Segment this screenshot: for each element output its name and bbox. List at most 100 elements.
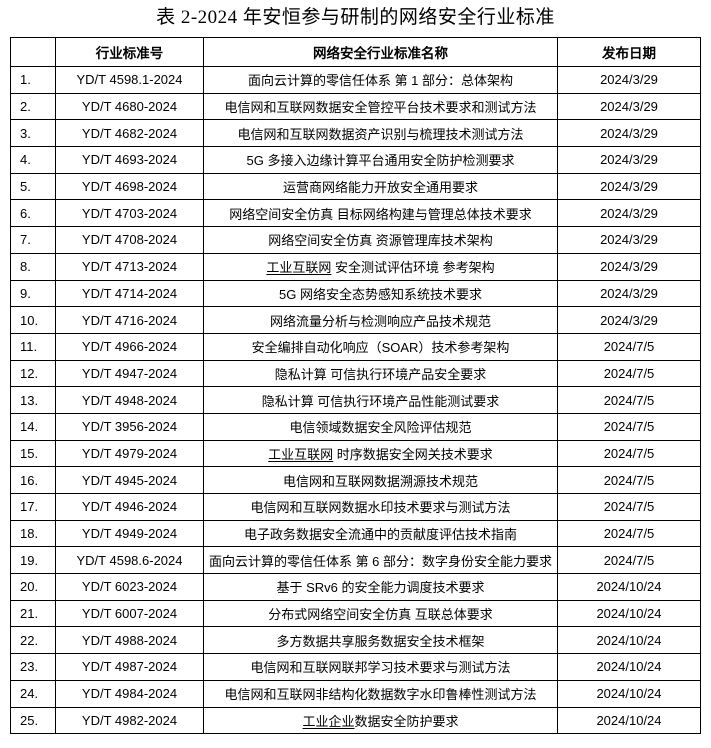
underlined-name-prefix: 工业企业 bbox=[302, 713, 355, 729]
standard-name-cell: 电信网和互联网数据资产识别与梳理技术测试方法 bbox=[203, 119, 558, 148]
table-row: 2. YD/T 4680-2024 电信网和互联网数据安全管控平台技术要求和测试方法… bbox=[10, 92, 701, 121]
standard-name-cell: 基于 SRv6 的安全能力调度技术要求 bbox=[203, 573, 558, 601]
standard-name-cell: 工业企业数据安全防护要求 bbox=[203, 706, 558, 735]
standard-no-cell: YD/T 6023-2024 bbox=[55, 573, 204, 601]
row-index-cell: 24. bbox=[10, 679, 56, 708]
row-index-cell: 15. bbox=[10, 439, 56, 468]
publish-date-cell: 2024/10/24 bbox=[557, 573, 701, 601]
table-row: 4. YD/T 4693-2024 5G 多接入边缘计算平台通用安全防护检测要求 20… bbox=[10, 146, 701, 174]
publish-date-cell: 2024/7/5 bbox=[557, 332, 701, 361]
standard-name-cell: 网络空间安全仿真 目标网络构建与管理总体技术要求 bbox=[203, 199, 558, 228]
standard-no-cell: YD/T 4982-2024 bbox=[55, 706, 204, 735]
publish-date-cell: 2024/3/29 bbox=[557, 279, 701, 308]
table-row: 24. YD/T 4984-2024 电信网和互联网非结构化数据数字水印鲁棒性测试方… bbox=[10, 679, 701, 708]
standard-name-cell: 面向云计算的零信任体系 第 1 部分：总体架构 bbox=[203, 66, 558, 94]
row-index-cell: 4. bbox=[10, 146, 56, 174]
table-row: 20. YD/T 6023-2024 基于 SRv6 的安全能力调度技术要求 2024… bbox=[10, 573, 701, 601]
table-row: 22. YD/T 4988-2024 多方数据共享服务数据安全技术框架 2024/10… bbox=[10, 626, 701, 655]
standard-no-cell: YD/T 4693-2024 bbox=[55, 146, 204, 174]
table-row: 15. YD/T 4979-2024 工业互联网 时序数据安全网关技术要求 2024/… bbox=[10, 439, 701, 468]
col-header-index bbox=[10, 37, 56, 67]
publish-date-cell: 2024/3/29 bbox=[557, 226, 701, 254]
row-index-cell: 5. bbox=[10, 172, 56, 201]
standard-name-cell: 电子政务数据安全流通中的贡献度评估技术指南 bbox=[203, 519, 558, 548]
publish-date-cell: 2024/7/5 bbox=[557, 493, 701, 521]
table-row: 23. YD/T 4987-2024 电信网和互联网联邦学习技术要求与测试方法 202… bbox=[10, 653, 701, 681]
row-index-cell: 18. bbox=[10, 519, 56, 548]
publish-date-cell: 2024/3/29 bbox=[557, 146, 701, 174]
publish-date-cell: 2024/10/24 bbox=[557, 679, 701, 708]
row-index-cell: 20. bbox=[10, 573, 56, 601]
table-row: 5. YD/T 4698-2024 运营商网络能力开放安全通用要求 2024/3/29 bbox=[10, 172, 701, 201]
table-row: 12. YD/T 4947-2024 隐私计算 可信执行环境产品安全要求 2024/7… bbox=[10, 359, 701, 388]
standard-no-cell: YD/T 4984-2024 bbox=[55, 679, 204, 708]
table-row: 18. YD/T 4949-2024 电子政务数据安全流通中的贡献度评估技术指南 20… bbox=[10, 519, 701, 548]
table-row: 3. YD/T 4682-2024 电信网和互联网数据资产识别与梳理技术测试方法 20… bbox=[10, 119, 701, 148]
standard-name-cell: 工业互联网 时序数据安全网关技术要求 bbox=[203, 439, 558, 468]
standard-name-cell: 电信领域数据安全风险评估规范 bbox=[203, 412, 558, 441]
col-header-publish-date: 发布日期 bbox=[557, 37, 701, 67]
standard-no-cell: YD/T 4949-2024 bbox=[55, 519, 204, 548]
standard-name-cell: 面向云计算的零信任体系 第 6 部分：数字身份安全能力要求 bbox=[203, 546, 558, 575]
standard-no-cell: YD/T 4713-2024 bbox=[55, 252, 204, 281]
row-index-cell: 7. bbox=[10, 226, 56, 254]
row-index-cell: 6. bbox=[10, 199, 56, 228]
table-row: 16. YD/T 4945-2024 电信网和互联网数据溯源技术规范 2024/7/5 bbox=[10, 466, 701, 494]
table-row: 7. YD/T 4708-2024 网络空间安全仿真 资源管理库技术架构 2024/3… bbox=[10, 226, 701, 254]
row-index-cell: 22. bbox=[10, 626, 56, 655]
table-row: 14. YD/T 3956-2024 电信领域数据安全风险评估规范 2024/7/5 bbox=[10, 412, 701, 441]
publish-date-cell: 2024/7/5 bbox=[557, 439, 701, 468]
publish-date-cell: 2024/3/29 bbox=[557, 199, 701, 228]
standard-no-cell: YD/T 4708-2024 bbox=[55, 226, 204, 254]
publish-date-cell: 2024/10/24 bbox=[557, 653, 701, 681]
publish-date-cell: 2024/7/5 bbox=[557, 546, 701, 575]
row-index-cell: 11. bbox=[10, 332, 56, 361]
standard-no-cell: YD/T 4598.1-2024 bbox=[55, 66, 204, 94]
table-row: 8. YD/T 4713-2024 工业互联网 安全测试评估环境 参考架构 2024/… bbox=[10, 252, 701, 281]
standard-name-cell: 安全编排自动化响应（SOAR）技术参考架构 bbox=[203, 332, 558, 361]
table-row: 11. YD/T 4966-2024 安全编排自动化响应（SOAR）技术参考架构 20… bbox=[10, 332, 701, 361]
standard-name-cell: 网络空间安全仿真 资源管理库技术架构 bbox=[203, 226, 558, 254]
row-index-cell: 2. bbox=[10, 92, 56, 121]
standard-name-cell: 电信网和互联网数据安全管控平台技术要求和测试方法 bbox=[203, 92, 558, 121]
row-index-cell: 16. bbox=[10, 466, 56, 494]
table-row: 6. YD/T 4703-2024 网络空间安全仿真 目标网络构建与管理总体技术要求… bbox=[10, 199, 701, 228]
standard-name-cell: 电信网和互联网数据水印技术要求与测试方法 bbox=[203, 493, 558, 521]
standard-no-cell: YD/T 4966-2024 bbox=[55, 332, 204, 361]
table-row: 21. YD/T 6007-2024 分布式网络空间安全仿真 互联总体要求 2024/… bbox=[10, 599, 701, 628]
publish-date-cell: 2024/7/5 bbox=[557, 466, 701, 494]
standard-name-cell: 隐私计算 可信执行环境产品性能测试要求 bbox=[203, 386, 558, 414]
table-row: 25. YD/T 4982-2024 工业企业数据安全防护要求 2024/10/24 bbox=[10, 706, 701, 735]
row-index-cell: 1. bbox=[10, 66, 56, 94]
standard-no-cell: YD/T 4979-2024 bbox=[55, 439, 204, 468]
col-header-standard-no: 行业标准号 bbox=[55, 37, 204, 67]
row-index-cell: 12. bbox=[10, 359, 56, 388]
row-index-cell: 14. bbox=[10, 412, 56, 441]
underlined-name-prefix: 工业互联网 bbox=[266, 260, 332, 276]
table-header: 行业标准号 网络安全行业标准名称 发布日期 bbox=[10, 37, 701, 67]
standard-no-cell: YD/T 4714-2024 bbox=[55, 279, 204, 308]
table-row: 19. YD/T 4598.6-2024 面向云计算的零信任体系 第 6 部分：数字… bbox=[10, 546, 701, 575]
publish-date-cell: 2024/7/5 bbox=[557, 386, 701, 414]
row-index-cell: 17. bbox=[10, 493, 56, 521]
publish-date-cell: 2024/3/29 bbox=[557, 252, 701, 281]
page-title: 表 2-2024 年安恒参与研制的网络安全行业标准 bbox=[156, 7, 555, 28]
table-row: 10. YD/T 4716-2024 网络流量分析与检测响应产品技术规范 2024/3… bbox=[10, 306, 701, 334]
standard-name-cell: 电信网和互联网非结构化数据数字水印鲁棒性测试方法 bbox=[203, 679, 558, 708]
standard-name-cell: 电信网和互联网数据溯源技术规范 bbox=[203, 466, 558, 494]
standards-table: 行业标准号 网络安全行业标准名称 发布日期 1. YD/T 4598.1-2024… bbox=[10, 37, 701, 735]
standard-no-cell: YD/T 4703-2024 bbox=[55, 199, 204, 228]
standard-name-cell: 网络流量分析与检测响应产品技术规范 bbox=[203, 306, 558, 334]
standard-no-cell: YD/T 4698-2024 bbox=[55, 172, 204, 201]
table-row: 1. YD/T 4598.1-2024 面向云计算的零信任体系 第 1 部分：总体架… bbox=[10, 66, 701, 94]
header-row: 行业标准号 网络安全行业标准名称 发布日期 bbox=[10, 37, 701, 67]
publish-date-cell: 2024/3/29 bbox=[557, 172, 701, 201]
publish-date-cell: 2024/10/24 bbox=[557, 706, 701, 735]
row-index-cell: 23. bbox=[10, 653, 56, 681]
col-header-standard-name: 网络安全行业标准名称 bbox=[203, 37, 558, 67]
publish-date-cell: 2024/10/24 bbox=[557, 626, 701, 655]
standard-name-cell: 5G 多接入边缘计算平台通用安全防护检测要求 bbox=[203, 146, 558, 174]
row-index-cell: 21. bbox=[10, 599, 56, 628]
standard-no-cell: YD/T 4682-2024 bbox=[55, 119, 204, 148]
